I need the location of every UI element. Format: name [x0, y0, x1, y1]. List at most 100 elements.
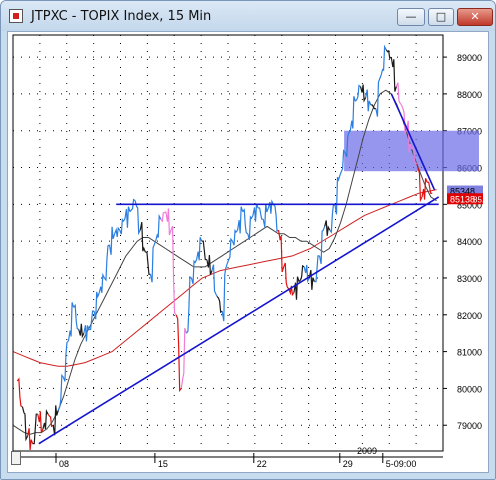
price-segment	[62, 340, 70, 382]
price-segment	[380, 44, 387, 76]
price-tag-label: 85138	[450, 194, 475, 204]
y-tick-label: 84000	[457, 237, 482, 247]
support-trendline	[38, 196, 440, 445]
price-segment	[98, 272, 105, 293]
y-tick-label: 79000	[457, 421, 482, 431]
price-tag-box	[447, 185, 483, 197]
price-segment	[175, 314, 182, 393]
price-segment	[416, 163, 423, 203]
price-segment	[89, 310, 95, 331]
price-segment	[303, 264, 310, 284]
price-segment	[370, 104, 376, 110]
y-tick-label: 89000	[457, 53, 482, 63]
minimize-button[interactable]: —	[397, 8, 425, 26]
highlight-zone	[344, 130, 479, 172]
price-tag-box	[447, 193, 483, 205]
price-segment	[334, 174, 341, 215]
y-tick-label: 81000	[457, 348, 482, 358]
price-segment	[67, 302, 75, 341]
chart-app-icon[interactable]	[9, 9, 23, 23]
y-tick-label: 80000	[457, 384, 482, 394]
price-segment	[314, 255, 320, 283]
y-tick-label: 85000	[457, 200, 482, 210]
price-segment	[216, 296, 223, 314]
price-segment	[170, 225, 177, 316]
price-segment	[37, 411, 44, 434]
price-segment	[180, 328, 187, 389]
price-segment	[42, 408, 49, 430]
price-segment	[339, 149, 346, 176]
close-button[interactable]: ✕	[457, 8, 493, 26]
price-segment	[211, 264, 218, 297]
price-segment	[149, 240, 157, 283]
window-title: JTPXC - TOPIX Index, 15 Min	[31, 9, 212, 24]
price-segment	[160, 211, 167, 223]
price-series	[16, 44, 433, 451]
price-segment	[406, 120, 413, 153]
price-tag-extra: 85.1	[473, 195, 487, 204]
price-segment	[400, 104, 408, 135]
price-segment	[411, 145, 418, 165]
price-segment	[78, 323, 85, 339]
price-segment	[252, 203, 259, 222]
price-segment	[242, 208, 249, 235]
price-segment	[201, 240, 207, 261]
price-segment	[324, 220, 331, 236]
price-segment	[16, 377, 23, 408]
price-segment	[114, 226, 121, 238]
price-segment	[57, 373, 64, 411]
x-tick-label: 22	[257, 459, 267, 469]
price-segment	[21, 406, 29, 442]
x-tick-label: 29	[343, 459, 353, 469]
price-segment	[288, 285, 295, 297]
maximize-button[interactable]: □	[428, 8, 454, 26]
x-tick-label: 08	[59, 459, 69, 469]
price-segment	[359, 84, 367, 103]
price-segment	[190, 259, 198, 285]
price-segment	[344, 130, 351, 158]
price-segment	[354, 84, 361, 102]
price-segment	[375, 75, 382, 117]
price-segment	[26, 428, 34, 451]
price-segment	[298, 264, 305, 283]
price-segment	[421, 178, 428, 200]
price-segment	[47, 413, 54, 428]
price-segment	[73, 303, 80, 331]
price-segment	[185, 275, 192, 334]
price-segment	[145, 251, 151, 275]
price-segment	[119, 217, 126, 235]
price-chart[interactable]: 7900080000810008200083000840008500086000…	[7, 31, 487, 471]
year-label: 2009	[357, 446, 377, 456]
price-segment	[221, 263, 228, 322]
price-segment	[395, 82, 402, 106]
price-segment	[103, 244, 110, 282]
price-segment	[206, 255, 213, 275]
price-segment	[349, 96, 356, 131]
price-segment	[385, 49, 392, 60]
price-segment	[318, 226, 326, 264]
x-tick-label: 5-09:00	[386, 459, 417, 469]
price-tag-label: 85348	[450, 187, 475, 197]
price-segment	[231, 228, 239, 246]
title-bar[interactable]: JTPXC - TOPIX Index, 15 Min — □ ✕	[1, 1, 495, 31]
short-moving-average-line	[12, 89, 437, 435]
price-segment	[108, 226, 116, 255]
price-segment	[139, 222, 146, 253]
price-segment	[390, 56, 397, 92]
price-segment	[277, 230, 285, 273]
long-moving-average-line	[12, 189, 437, 367]
price-segment	[196, 236, 203, 261]
price-segment	[52, 405, 59, 436]
price-segment	[427, 181, 433, 194]
price-segment	[83, 325, 90, 342]
price-segment	[124, 206, 131, 228]
time-scroll-thumb[interactable]	[11, 451, 21, 465]
price-segment	[129, 198, 136, 213]
y-tick-label: 83000	[457, 274, 482, 284]
price-segment	[32, 413, 38, 445]
price-segment	[165, 208, 172, 236]
y-tick-label: 88000	[457, 90, 482, 100]
price-segment	[365, 89, 372, 112]
price-segment	[272, 203, 279, 233]
price-segment	[308, 269, 315, 290]
